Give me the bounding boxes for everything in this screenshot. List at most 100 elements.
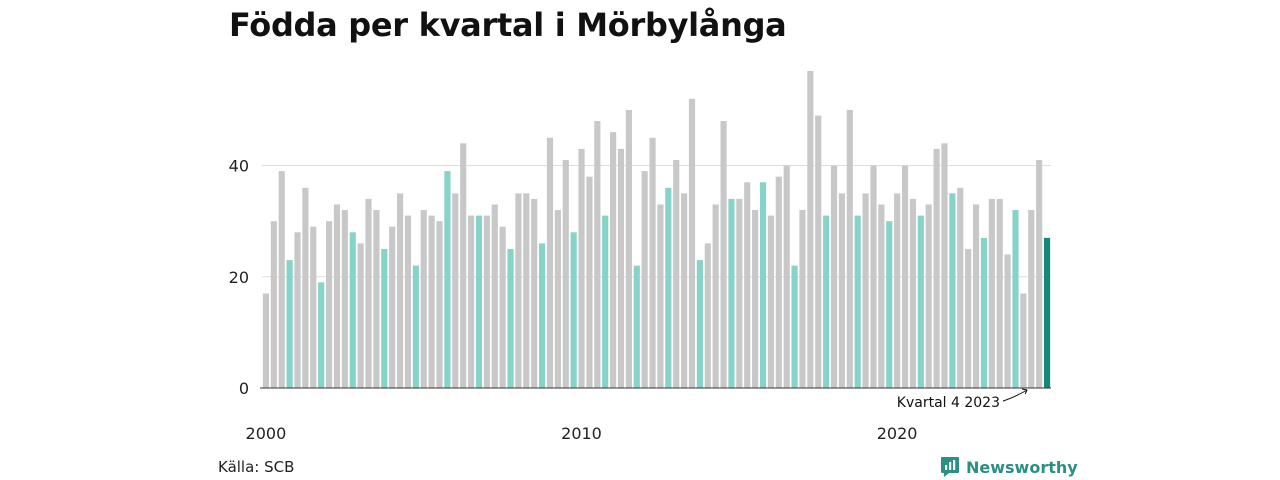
bar — [625, 109, 632, 389]
bar — [389, 226, 396, 388]
y-tick-label: 0 — [239, 379, 249, 398]
bar — [294, 232, 301, 388]
bar — [349, 232, 356, 388]
bar — [420, 210, 427, 388]
bar — [333, 204, 341, 388]
bar — [783, 165, 790, 388]
bar — [436, 221, 443, 388]
bar — [681, 193, 688, 388]
bar — [1043, 237, 1051, 388]
bar — [278, 171, 285, 388]
bar — [696, 260, 703, 388]
annotation-arrow — [1002, 389, 1028, 402]
bar — [341, 210, 348, 388]
bar — [428, 215, 435, 388]
bar — [988, 198, 995, 388]
brand-name: Newsworthy — [966, 457, 1078, 477]
bar — [870, 165, 877, 388]
bar — [357, 243, 364, 388]
bar — [554, 210, 561, 388]
bar — [736, 198, 743, 388]
bar — [972, 204, 980, 388]
bar — [412, 265, 419, 388]
y-tick-label: 20 — [229, 268, 249, 287]
bar — [720, 121, 727, 389]
bar — [325, 221, 333, 388]
bar — [460, 143, 467, 388]
y-tick-label: 40 — [229, 157, 249, 176]
bar — [767, 215, 774, 388]
bar — [499, 226, 506, 388]
annotation: Kvartal 4 2023 — [897, 388, 1028, 411]
bar — [1012, 210, 1019, 388]
bar — [752, 210, 759, 388]
bar — [830, 165, 838, 388]
bar — [728, 198, 735, 388]
bar — [397, 193, 404, 388]
bar — [381, 248, 388, 388]
bar — [807, 71, 814, 388]
bar — [941, 143, 948, 388]
bar — [965, 248, 972, 388]
bar — [452, 193, 459, 388]
bar — [665, 187, 672, 388]
bar — [917, 215, 924, 388]
bar — [523, 193, 530, 388]
bar — [886, 221, 893, 388]
bar — [909, 198, 916, 388]
bar — [688, 98, 696, 388]
bar — [980, 237, 988, 388]
bar — [949, 193, 956, 388]
bar — [1028, 210, 1035, 388]
bar — [578, 148, 585, 388]
bar — [531, 198, 538, 388]
bar — [617, 148, 625, 388]
x-tick-label: 2000 — [246, 424, 287, 443]
bar — [673, 159, 680, 388]
bar — [704, 243, 711, 388]
bar — [310, 226, 317, 388]
bar — [846, 109, 853, 389]
bar — [996, 198, 1003, 388]
bar — [878, 204, 885, 388]
bar — [657, 204, 664, 388]
brand-logo[interactable]: Newsworthy — [940, 456, 1078, 478]
bar — [546, 137, 554, 388]
bar — [365, 198, 372, 388]
bar — [712, 204, 719, 388]
chart-title: Födda per kvartal i Mörbylånga — [229, 6, 787, 44]
bar — [1020, 293, 1027, 388]
bar — [586, 176, 593, 388]
bar — [444, 171, 451, 388]
bar — [894, 193, 901, 388]
bar — [507, 248, 514, 388]
bar — [475, 215, 483, 388]
bar — [483, 215, 490, 388]
bar — [270, 221, 277, 388]
source-label: Källa: SCB — [218, 458, 295, 476]
bar — [815, 115, 822, 389]
bar — [823, 215, 830, 388]
grid-lines — [262, 165, 1051, 278]
bar — [925, 204, 932, 388]
bar — [633, 265, 640, 388]
bar — [957, 187, 964, 388]
bar — [759, 182, 767, 388]
annotation-label: Kvartal 4 2023 — [897, 395, 1000, 411]
x-tick-label: 2020 — [877, 424, 918, 443]
bar — [862, 193, 869, 388]
bar — [539, 243, 546, 388]
annotation-arrowhead — [1022, 388, 1028, 395]
bar — [594, 121, 601, 389]
bar — [570, 232, 577, 388]
bar — [791, 265, 798, 388]
bar — [649, 137, 656, 388]
bar — [562, 159, 569, 388]
bars — [262, 71, 1051, 389]
bar — [515, 193, 522, 388]
bar — [302, 187, 309, 388]
bar — [262, 293, 270, 388]
bar — [286, 260, 293, 388]
bar — [854, 215, 861, 388]
